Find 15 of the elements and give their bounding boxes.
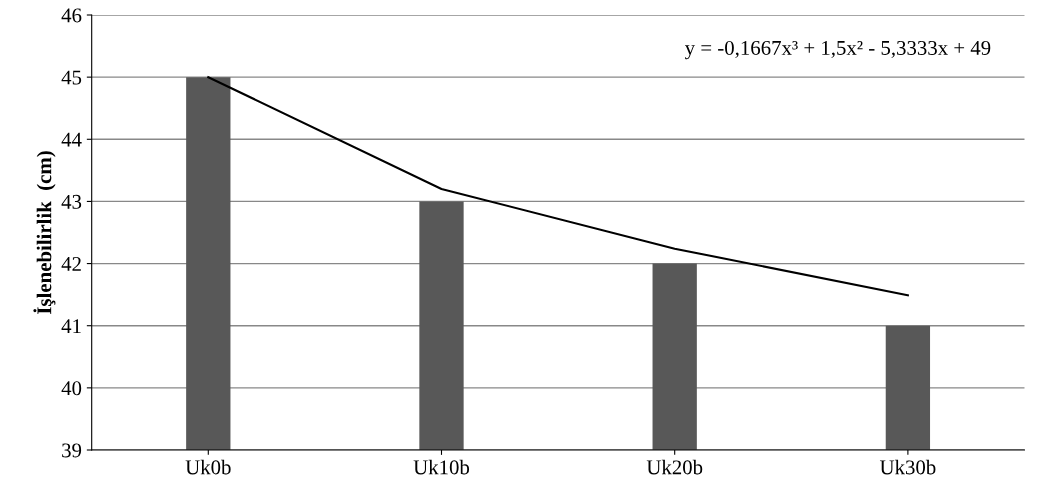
- y-tick-label: 39: [62, 443, 82, 458]
- y-tick-label: 45: [61, 70, 82, 85]
- x-tick-label: Uk0b: [185, 459, 231, 475]
- y-tick-label: 41: [61, 319, 81, 333]
- y-tick-label: 44: [61, 132, 82, 147]
- y-tick-label: 42: [61, 257, 81, 271]
- x-tick-label: Uk20b: [646, 459, 703, 475]
- x-tick-label: Uk30b: [879, 459, 936, 475]
- y-tick-label: 46: [61, 8, 82, 23]
- y-tick-label: 43: [61, 194, 82, 209]
- x-tick-label: Uk10b: [413, 459, 470, 475]
- y-tick-label: 40: [61, 381, 82, 396]
- line-series: [207, 76, 909, 297]
- annotation: y = -0,1667x³ + 1,5x² - 5,3333x + 49: [684, 40, 991, 60]
- y-axis-title: İşlenebilirlik (cm): [33, 151, 56, 314]
